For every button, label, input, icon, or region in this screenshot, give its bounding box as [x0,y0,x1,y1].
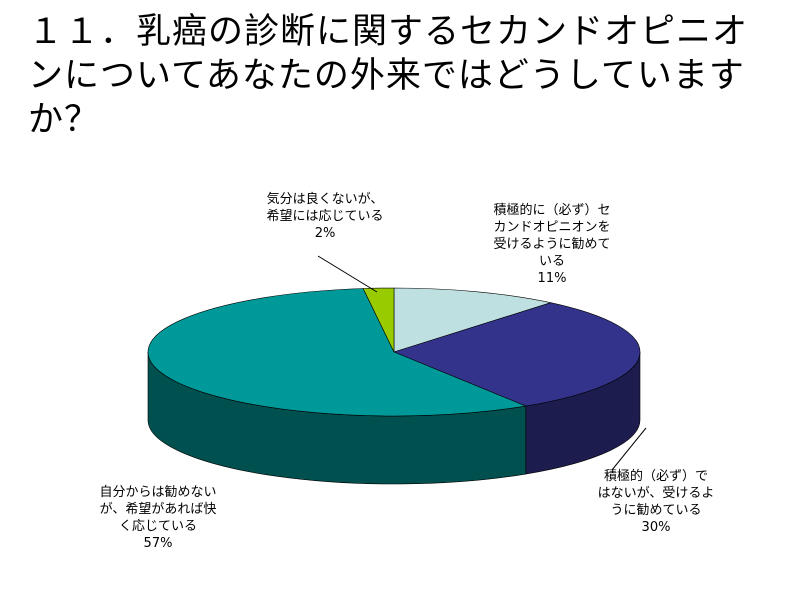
slice-label-1-line: はないが、受けるよ [598,486,715,501]
slice-label-3-pct: 2% [315,226,336,241]
slice-label-1-line: うに勧めている [610,502,701,518]
slice-label-1-pct: 30% [642,520,671,535]
pie-slice-3 [362,287,395,353]
pie-slice-2 [147,288,527,417]
leader-lines [317,255,647,471]
slice-label-0-line: カンドオピニオンを [493,220,610,235]
leader-line-1 [611,427,647,471]
slice-label-0-line: 積極的に（必ず）セ [493,202,610,218]
slice-label-2-line: が、希望があれば快 [100,501,217,517]
slice-label-1-line: 積極的（必ず）で [604,468,708,484]
slice-label-0-line: いる [539,254,565,269]
chart-title: １１．乳癌の診断に関するセカンドオピニオンについてあなたの外来ではどうしています… [28,12,749,140]
leader-line-3 [317,255,378,293]
pie-slice-0 [393,287,552,353]
slice-label-2-line: 自分からは勧めない [99,484,216,500]
slice-label-3-line: 希望には応じている [266,208,383,224]
slice-label-3-line: 気分は良くないが、 [267,191,384,207]
slice-label-0-line: 受けるように勧めて [493,236,610,252]
slice-label-2-line: く応じている [119,519,197,534]
pie-tops [147,287,641,417]
pie-slice-1 [393,302,641,407]
slice-label-0-pct: 11% [538,271,567,286]
slice-label-2-pct: 57% [144,536,173,551]
